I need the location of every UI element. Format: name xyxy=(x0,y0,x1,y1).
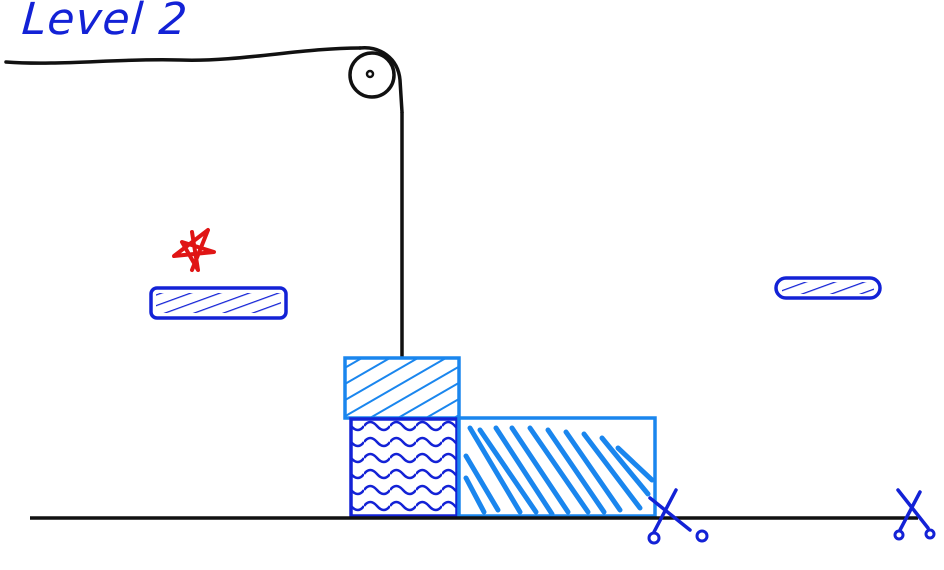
left-platform xyxy=(151,288,286,318)
water-box xyxy=(351,419,457,516)
scissors-icon[interactable] xyxy=(895,490,934,539)
large-box[interactable] xyxy=(459,418,655,516)
ceiling-line xyxy=(6,48,360,63)
pulley-icon xyxy=(350,48,402,112)
hanging-box[interactable] xyxy=(345,358,459,418)
star-icon[interactable] xyxy=(174,230,214,270)
right-platform xyxy=(776,278,880,298)
